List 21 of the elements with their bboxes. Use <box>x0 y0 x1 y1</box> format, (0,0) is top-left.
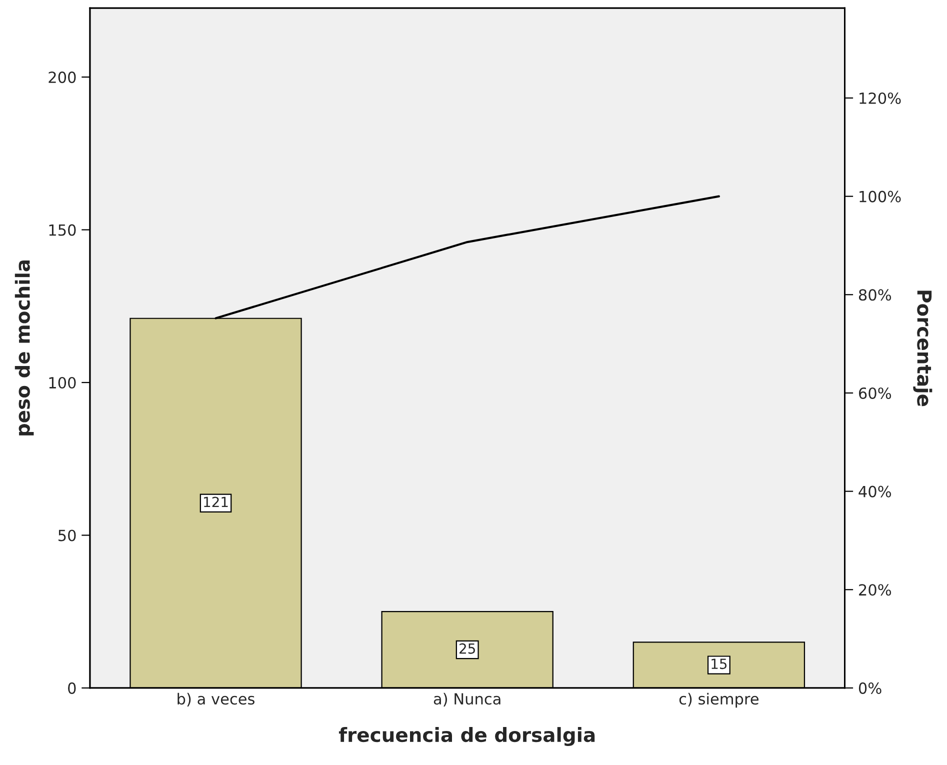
y-axis-title: peso de mochila <box>14 260 34 436</box>
y2-tick-label: 20% <box>859 584 892 596</box>
y-tick-label: 200 <box>48 72 76 84</box>
x-tick-label: b) a veces <box>178 692 254 706</box>
x-tick-label: a) Nunca <box>434 692 500 706</box>
y2-tick-label: 120% <box>860 92 901 104</box>
y2-tick-label: 0% <box>858 682 882 694</box>
data-label: 25 <box>460 643 475 654</box>
y-tick-label: 150 <box>49 224 76 236</box>
y2-tick-label: 80% <box>858 289 892 301</box>
y2-axis-title: Porcentaje <box>913 290 932 406</box>
data-label: 15 <box>712 658 727 670</box>
y2-tick-label: 100% <box>860 190 901 202</box>
y2-tick-label: 40% <box>858 486 892 498</box>
y-tick-label: 100 <box>49 376 76 389</box>
y-tick-label: 0 <box>68 682 76 694</box>
y-tick-label: 50 <box>58 530 76 542</box>
y2-tick-label: 60% <box>858 387 892 400</box>
x-axis-title: frecuencia de dorsalgia <box>338 727 595 746</box>
data-label: 121 <box>204 496 228 507</box>
x-tick-label: c) siempre <box>679 692 758 708</box>
